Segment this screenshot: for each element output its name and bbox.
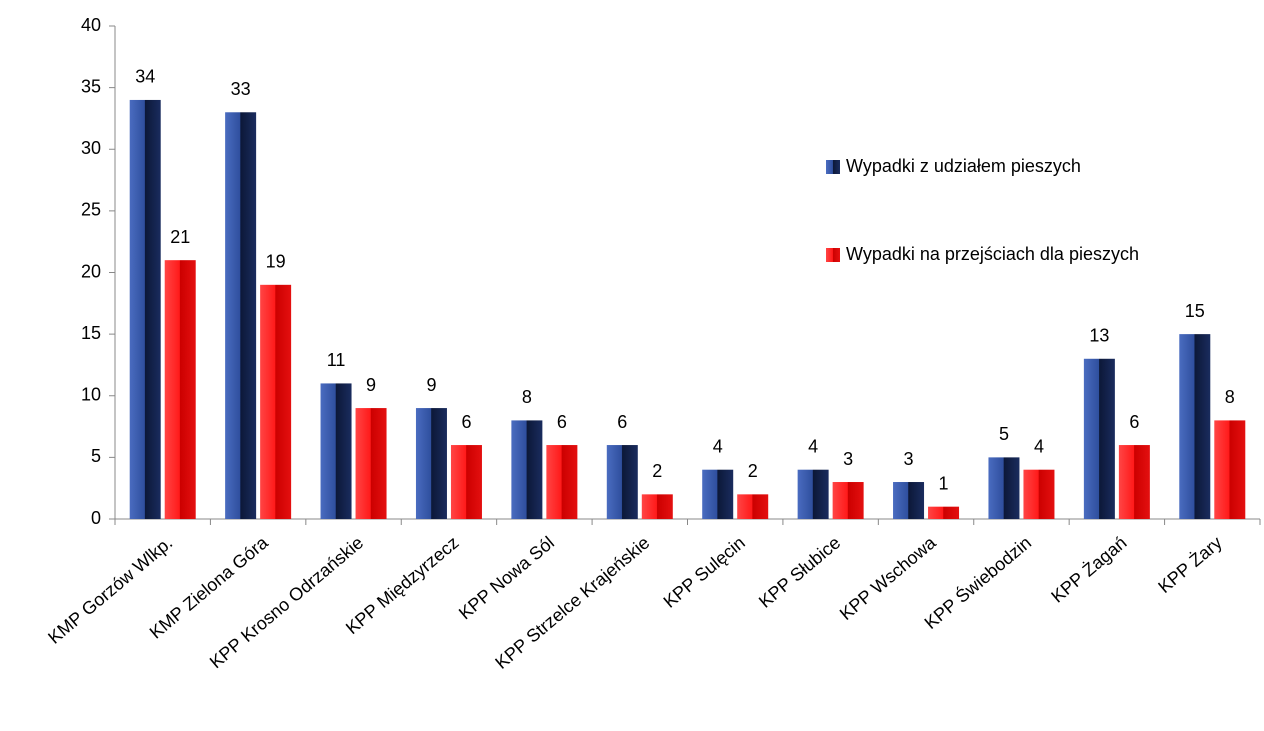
bar [1083,358,1115,519]
bar [129,99,161,519]
data-label: 34 [135,67,155,87]
data-label: 21 [170,227,190,247]
data-label: 6 [617,412,627,432]
legend-label: Wypadki z udziałem pieszych [846,156,1081,176]
y-tick-label: 25 [81,200,101,220]
bar [415,408,447,519]
data-label: 11 [327,350,346,370]
data-label: 6 [557,412,567,432]
bar [641,494,673,519]
y-tick-label: 20 [81,261,101,281]
bar [1023,469,1055,519]
y-tick-label: 40 [81,15,101,35]
data-label: 5 [999,424,1009,444]
data-label: 1 [939,473,949,493]
y-tick-label: 15 [81,323,101,343]
bar [1118,445,1150,519]
bar [355,408,387,519]
bar [546,445,578,519]
data-label: 2 [748,461,758,481]
data-label: 4 [1034,436,1044,456]
bar [164,260,196,519]
y-tick-label: 5 [91,446,101,466]
data-label: 8 [522,387,532,407]
bar [893,482,925,519]
x-tick-label: KPP Żary [1154,532,1226,597]
bar [320,383,352,519]
data-label: 3 [904,449,914,469]
data-label: 3 [843,449,853,469]
data-label: 8 [1225,387,1235,407]
bar [225,112,257,520]
bar [450,445,482,519]
data-label: 19 [266,252,286,272]
y-tick-label: 35 [81,76,101,96]
x-tick-label: KPP Żagań [1047,532,1130,606]
x-tick-label: KPP Krosno Odrzańskie [206,532,367,672]
bar [797,469,829,519]
data-label: 15 [1185,301,1205,321]
x-tick-label: KPP Nowa Sól [455,532,558,623]
legend-swatch [826,160,840,174]
bar [702,469,734,519]
y-tick-label: 0 [91,508,101,528]
legend-swatch [826,248,840,262]
x-tick-label: KPP Sulęcin [660,532,749,611]
data-label: 33 [231,79,251,99]
bar [928,506,960,519]
x-tick-label: KPP Słubice [755,532,844,611]
bar [1214,420,1246,519]
data-label: 4 [713,436,723,456]
bar [988,457,1020,519]
data-label: 4 [808,436,818,456]
bar [606,445,638,519]
y-tick-label: 10 [81,385,101,405]
bar [832,482,864,519]
data-label: 9 [366,375,376,395]
data-label: 9 [426,375,436,395]
bar [511,420,543,519]
data-label: 2 [652,461,662,481]
data-label: 13 [1089,326,1109,346]
y-tick-label: 30 [81,138,101,158]
x-tick-label: KPP Wschowa [836,532,941,624]
legend-label: Wypadki na przejściach dla pieszych [846,244,1139,264]
data-label: 6 [461,412,471,432]
bar [737,494,769,519]
bar [260,284,292,519]
bar [1179,334,1211,519]
x-tick-label: KPP Strzelce Krajeńskie [491,532,653,673]
data-label: 6 [1129,412,1139,432]
